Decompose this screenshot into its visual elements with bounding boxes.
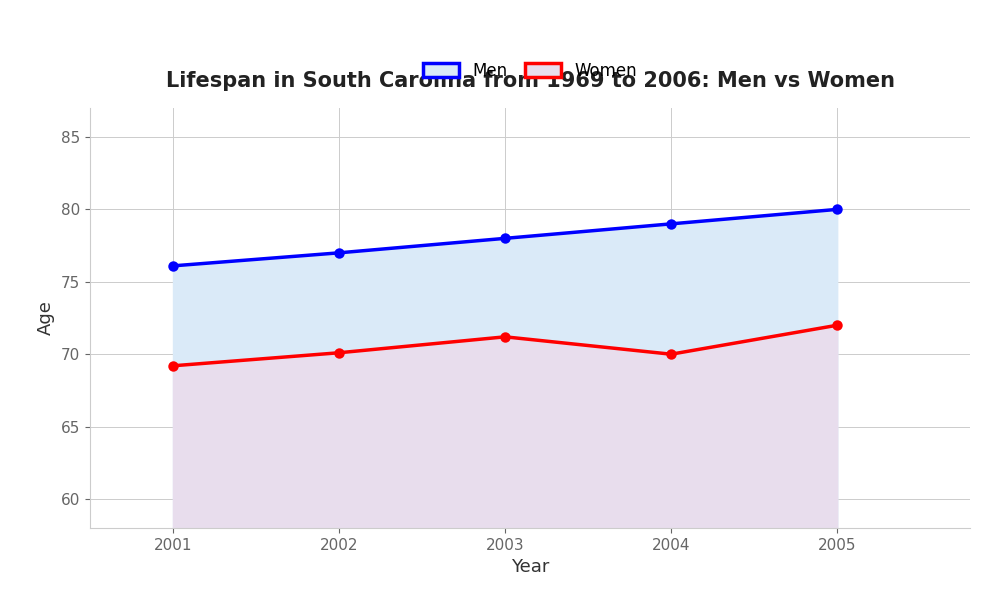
Y-axis label: Age: Age: [37, 301, 55, 335]
X-axis label: Year: Year: [511, 558, 549, 576]
Title: Lifespan in South Carolina from 1969 to 2006: Men vs Women: Lifespan in South Carolina from 1969 to …: [166, 71, 895, 91]
Legend: Men, Women: Men, Women: [423, 62, 637, 80]
